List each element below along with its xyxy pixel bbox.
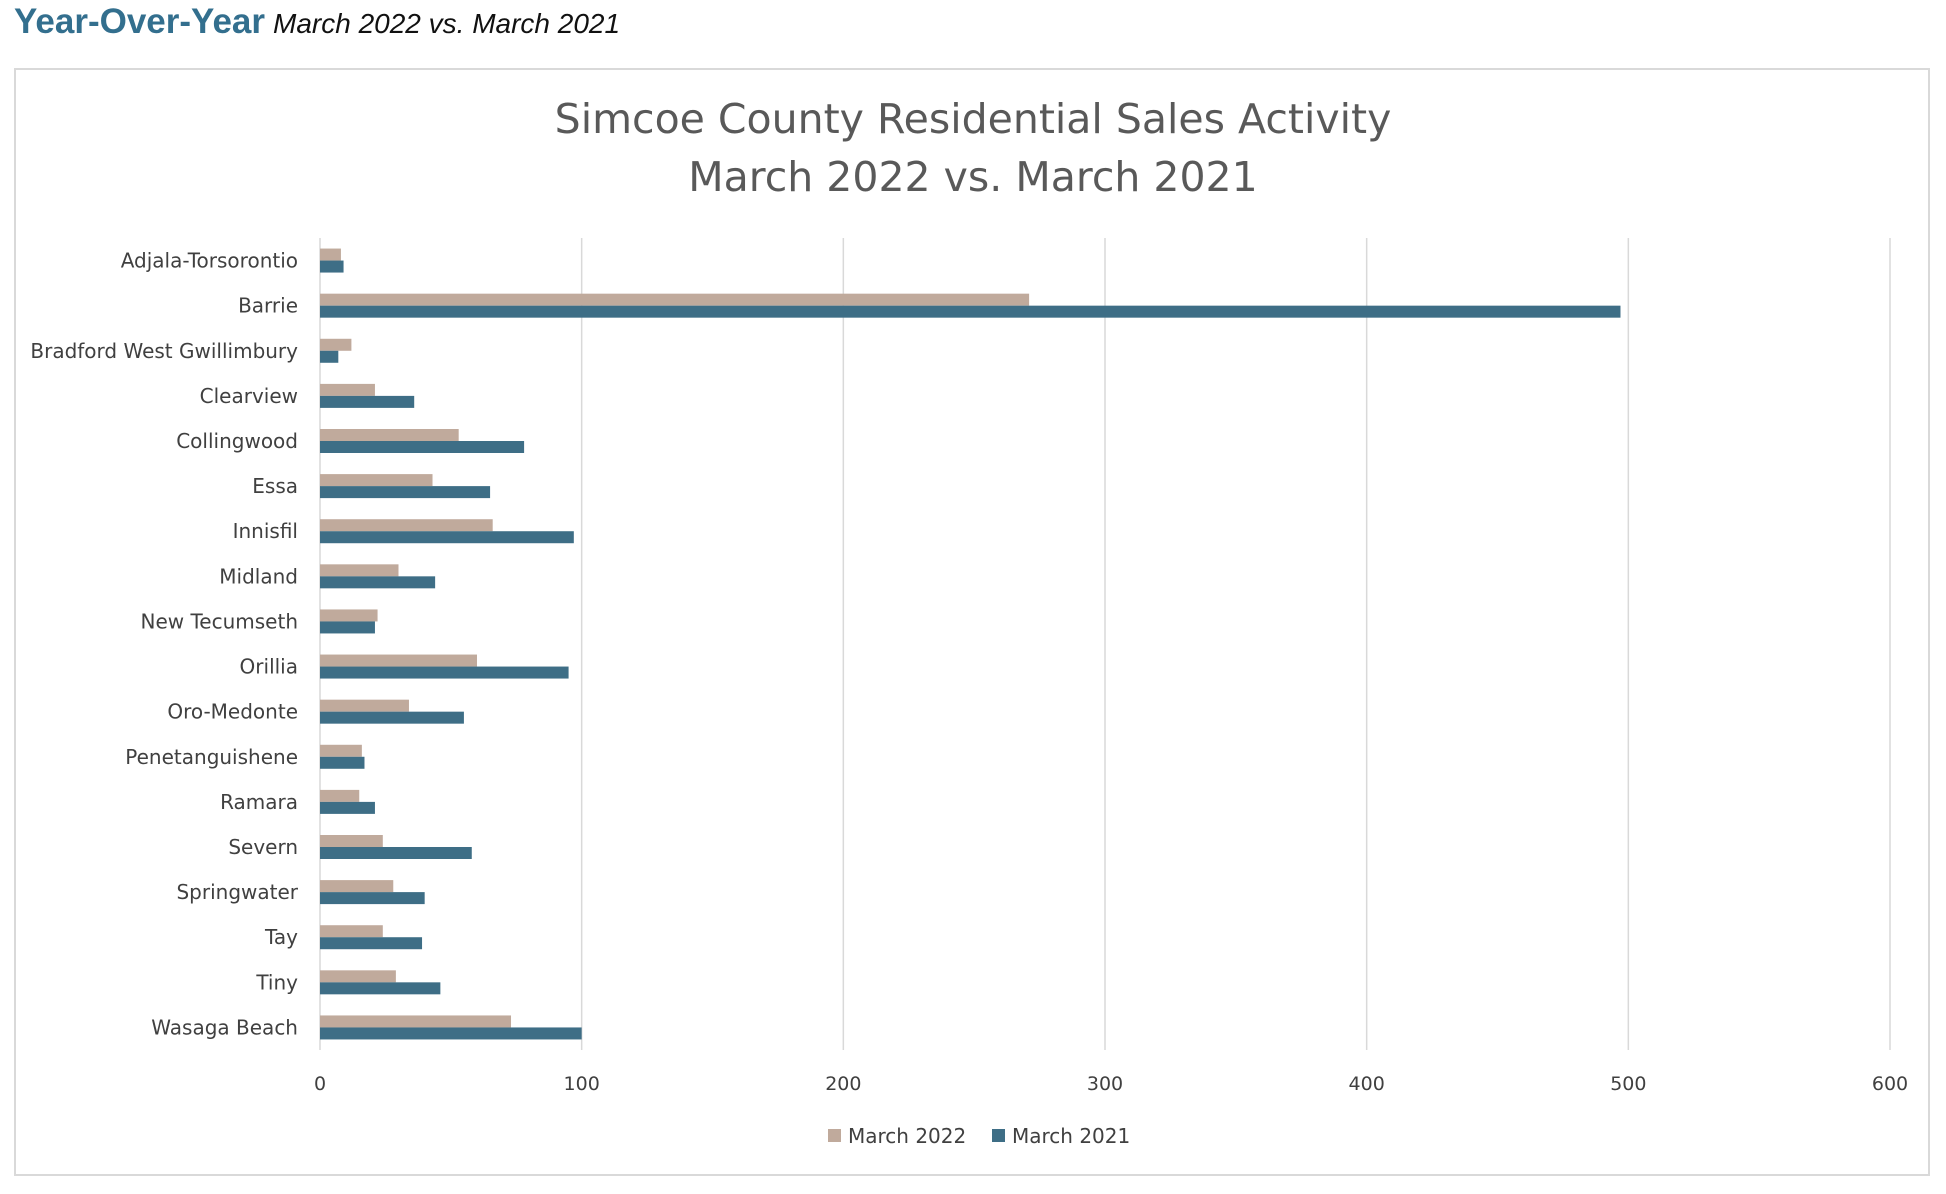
bar-march-2021 — [320, 982, 441, 995]
category-label: Adjala-Torsorontio — [121, 249, 298, 273]
bar-march-2021 — [320, 937, 423, 950]
bar-march-2022 — [320, 699, 409, 712]
legend-label: March 2022 — [848, 1124, 966, 1148]
bar-march-2021 — [320, 260, 344, 273]
category-label: Oro-Medonte — [167, 700, 298, 724]
x-tick-label: 200 — [825, 1073, 861, 1095]
bar-march-2021 — [320, 531, 574, 544]
category-label: Tiny — [255, 970, 298, 994]
bar-march-2022 — [320, 429, 459, 441]
legend-swatch — [828, 1129, 841, 1142]
bar-march-2022 — [320, 293, 1030, 306]
category-label: Clearview — [200, 384, 298, 408]
category-labels: Adjala-Torsorontio Barrie Bradford West Gw… — [30, 249, 298, 1040]
bar-march-2022 — [320, 880, 394, 893]
chart-frame — [14, 68, 1930, 1176]
bar-march-2022 — [320, 609, 378, 622]
page-subtitle: March 2022 vs. March 2021 — [273, 8, 621, 39]
bar-march-2022 — [320, 474, 433, 487]
bar-march-2021 — [320, 305, 1621, 318]
bar-march-2022 — [320, 970, 396, 983]
bar-march-2022 — [320, 654, 477, 667]
bar-march-2021 — [320, 486, 491, 499]
page-title: Year-Over-Year — [14, 2, 266, 41]
category-label: Severn — [228, 835, 298, 859]
bar-march-2021 — [320, 756, 365, 769]
category-label: Barrie — [238, 294, 298, 318]
bar-march-2021 — [320, 711, 464, 724]
category-label: New Tecumseth — [141, 609, 299, 633]
category-label: Orillia — [240, 655, 298, 679]
x-tick-label: 400 — [1349, 1073, 1385, 1095]
x-tick-label: 600 — [1872, 1073, 1908, 1095]
category-label: Bradford West Gwillimbury — [30, 339, 298, 363]
page-header: Year-Over-Year March 2022 vs. March 2021 — [14, 2, 620, 42]
x-tick-label: 300 — [1087, 1073, 1123, 1095]
category-label: Wasaga Beach — [151, 1015, 298, 1039]
category-label: Collingwood — [176, 429, 298, 453]
bar-march-2021 — [320, 395, 415, 408]
chart-legend: March 2022 March 2021 — [828, 1124, 1130, 1148]
bar-march-2022 — [320, 744, 362, 757]
chart-subtitle: March 2022 vs. March 2021 — [688, 153, 1257, 201]
bar-march-2021 — [320, 892, 425, 905]
bar-march-2021 — [320, 847, 472, 859]
bar-march-2022 — [320, 925, 383, 938]
legend-swatch — [992, 1129, 1005, 1142]
category-label: Springwater — [176, 880, 298, 904]
bar-march-2022 — [320, 248, 341, 261]
x-tick-label: 500 — [1610, 1073, 1646, 1095]
category-label: Tay — [264, 925, 298, 949]
bar-march-2022 — [320, 383, 375, 396]
bar-march-2022 — [320, 1015, 512, 1028]
x-tick-label: 100 — [564, 1073, 600, 1095]
category-label: Ramara — [220, 790, 298, 814]
bar-march-2021 — [320, 621, 375, 634]
category-label: Essa — [252, 474, 298, 498]
bar-march-2021 — [320, 666, 569, 679]
category-label: Midland — [219, 564, 298, 588]
category-label: Innisfil — [233, 519, 298, 543]
bar-march-2021 — [320, 576, 436, 589]
bar-march-2022 — [320, 835, 383, 847]
x-tick-label: 0 — [314, 1073, 326, 1095]
chart-gridlines — [319, 238, 1891, 1050]
bar-march-2022 — [320, 564, 399, 577]
bar-march-2021 — [320, 1027, 582, 1040]
x-axis-ticks: 0 100 200 300 400 500 600 — [314, 1073, 1908, 1095]
bar-march-2022 — [320, 338, 352, 351]
bar-march-2021 — [320, 441, 525, 453]
chart-bars — [320, 248, 1621, 1040]
bar-march-2021 — [320, 350, 339, 363]
chart-title: Simcoe County Residential Sales Activity — [555, 95, 1392, 143]
legend-label: March 2021 — [1012, 1124, 1130, 1148]
bar-march-2022 — [320, 789, 360, 802]
bar-march-2021 — [320, 801, 375, 814]
bar-march-2022 — [320, 519, 493, 532]
category-label: Penetanguishene — [125, 745, 298, 769]
